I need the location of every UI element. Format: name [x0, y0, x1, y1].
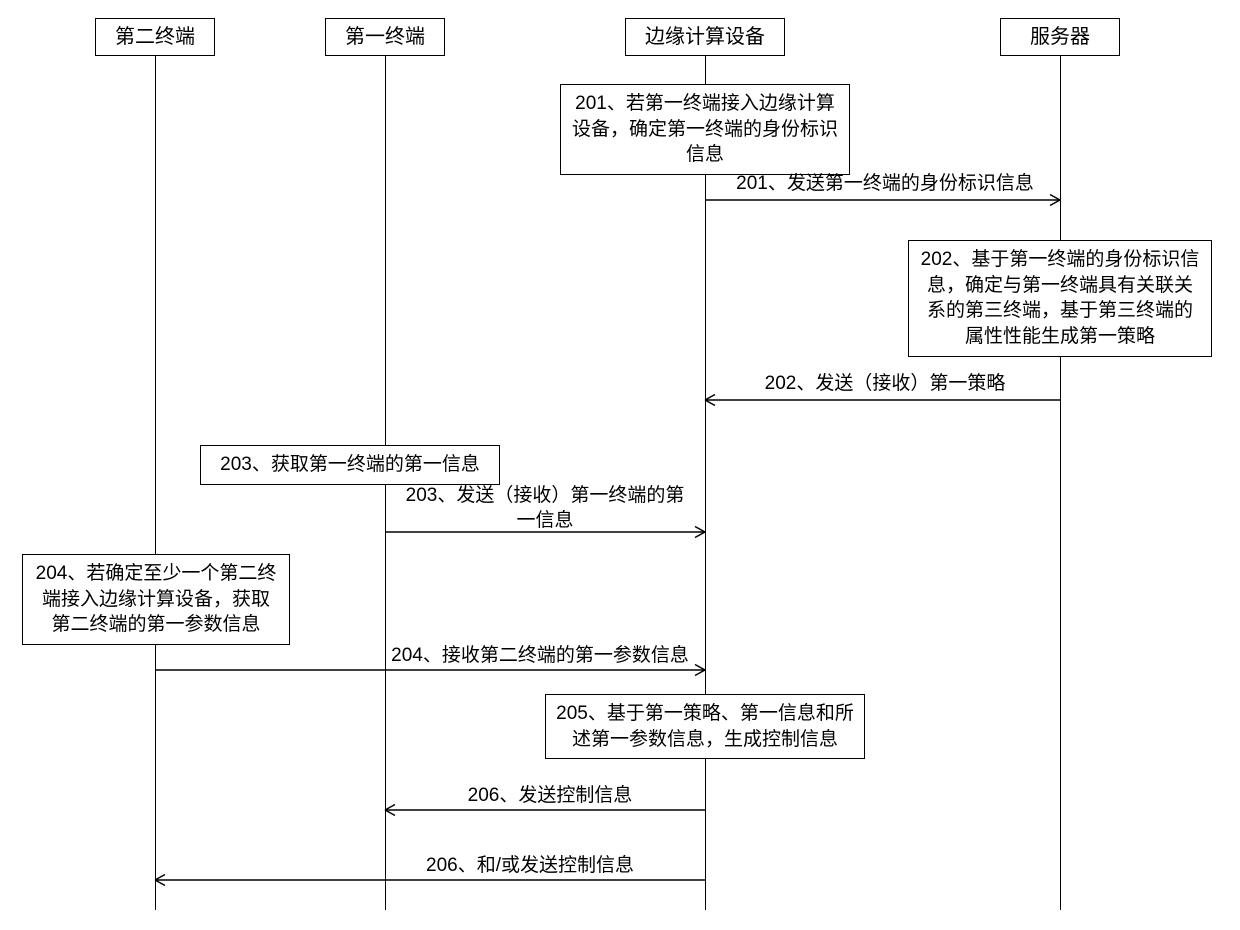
sequence-diagram: 第二终端 第一终端 边缘计算设备 服务器 201、若第一终端接入边缘计算设备，确…	[0, 0, 1240, 930]
msg-label-206a: 206、发送控制信息	[440, 784, 660, 809]
msg-label-204: 204、接收第二终端的第一参数信息	[380, 644, 700, 669]
msg-label-203: 203、发送（接收）第一终端的第一信息	[400, 484, 690, 533]
participant-head-srv: 服务器	[1000, 18, 1120, 56]
msg-label-206b: 206、和/或发送控制信息	[400, 854, 660, 879]
note-203: 203、获取第一终端的第一信息	[200, 445, 500, 485]
msg-label-201: 201、发送第一终端的身份标识信息	[720, 172, 1050, 197]
note-204: 204、若确定至少一个第二终端接入边缘计算设备，获取第二终端的第一参数信息	[22, 554, 290, 645]
lifeline-p2	[155, 56, 156, 910]
participant-head-p1: 第一终端	[325, 18, 445, 56]
lifeline-srv	[1060, 56, 1061, 910]
msg-label-202: 202、发送（接收）第一策略	[720, 372, 1050, 397]
note-201: 201、若第一终端接入边缘计算设备，确定第一终端的身份标识信息	[560, 84, 850, 175]
participant-head-p2: 第二终端	[95, 18, 215, 56]
lifeline-edge	[705, 56, 706, 910]
note-202: 202、基于第一终端的身份标识信息，确定与第一终端具有关联关系的第三终端，基于第…	[908, 240, 1212, 357]
note-205: 205、基于第一策略、第一信息和所述第一参数信息，生成控制信息	[545, 694, 865, 759]
participant-head-edge: 边缘计算设备	[625, 18, 785, 56]
